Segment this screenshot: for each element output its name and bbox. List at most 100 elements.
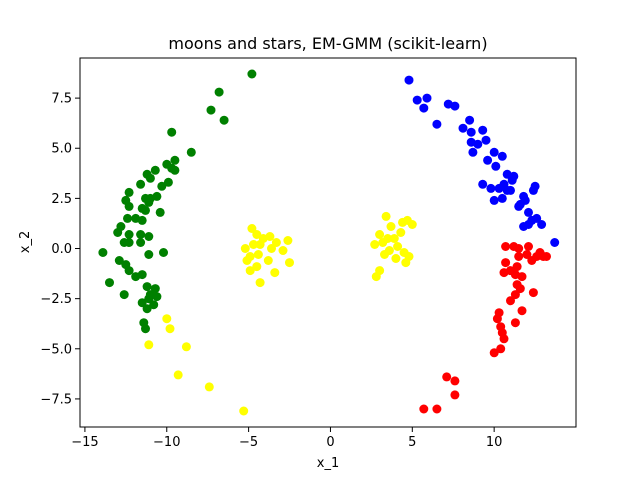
scatter-point-series-1 bbox=[149, 300, 159, 310]
scatter-point-series-2 bbox=[249, 240, 258, 249]
scatter-point-series-2 bbox=[255, 278, 265, 288]
scatter-point-series-4 bbox=[514, 244, 524, 253]
scatter-point-series-1 bbox=[214, 87, 224, 97]
scatter-point-series-3 bbox=[432, 119, 442, 129]
scatter-point-series-2 bbox=[252, 262, 262, 272]
y-tick-label: 7.5 bbox=[51, 92, 72, 107]
plot-area: −15 −10 −5 0 5 10 −7.5 −5.0 −2.5 0.0 2.5 5.0 7.5 bbox=[40, 57, 577, 450]
scatter-point-series-2 bbox=[370, 240, 380, 249]
scatter-point-series-1 bbox=[136, 179, 146, 189]
scatter-point-series-1 bbox=[219, 115, 229, 125]
scatter-point-series-2 bbox=[252, 230, 262, 239]
scatter-point-series-4 bbox=[432, 404, 442, 414]
scatter-point-series-1 bbox=[155, 207, 165, 217]
scatter-point-series-3 bbox=[478, 179, 488, 189]
scatter-point-series-1 bbox=[144, 232, 154, 241]
scatter-point-series-3 bbox=[458, 123, 468, 133]
scatter-point-series-1 bbox=[170, 155, 180, 165]
scatter-point-series-1 bbox=[124, 238, 134, 247]
scatter-point-series-2 bbox=[165, 324, 175, 334]
y-tick-label: 2.5 bbox=[51, 192, 72, 207]
scatter-point-series-3 bbox=[497, 151, 507, 161]
x-tick-label: −10 bbox=[153, 435, 180, 450]
scatter-point-series-4 bbox=[527, 256, 537, 265]
scatter-point-series-2 bbox=[270, 268, 280, 278]
scatter-point-series-2 bbox=[407, 220, 417, 229]
scatter-point-series-2 bbox=[389, 234, 399, 243]
scatter-point-series-4 bbox=[528, 288, 538, 298]
scatter-point-series-3 bbox=[550, 238, 560, 247]
scatter-point-series-4 bbox=[442, 372, 452, 382]
scatter-point-series-1 bbox=[144, 250, 154, 259]
scatter-point-series-4 bbox=[499, 334, 509, 344]
scatter-point-series-1 bbox=[98, 248, 108, 257]
scatter-point-series-3 bbox=[481, 135, 491, 145]
scatter-point-series-2 bbox=[255, 240, 265, 249]
scatter-point-series-1 bbox=[159, 248, 168, 257]
scatter-point-series-2 bbox=[265, 232, 275, 241]
scatter-point-series-1 bbox=[145, 173, 155, 183]
x-tick-label: −15 bbox=[71, 435, 98, 450]
y-tick-label: 0.0 bbox=[51, 242, 72, 257]
scatter-point-series-1 bbox=[136, 230, 146, 239]
scatter-point-series-4 bbox=[517, 306, 527, 316]
scatter-point-series-4 bbox=[510, 318, 520, 328]
scatter-point-series-1 bbox=[124, 266, 134, 276]
scatter-point-series-4 bbox=[501, 242, 511, 251]
scatter-point-series-1 bbox=[137, 270, 147, 280]
scatter-point-series-2 bbox=[263, 256, 273, 265]
scatter-point-series-1 bbox=[247, 69, 257, 79]
axes-frame bbox=[79, 57, 577, 428]
scatter-point-series-2 bbox=[240, 244, 250, 253]
scatter-point-series-4 bbox=[499, 268, 509, 278]
scatter-point-series-1 bbox=[137, 298, 147, 308]
scatter-point-series-3 bbox=[524, 207, 533, 217]
scatter-point-series-2 bbox=[242, 256, 252, 265]
scatter-point-series-3 bbox=[412, 95, 422, 105]
scatter-point-series-1 bbox=[124, 201, 134, 211]
scatter-point-series-3 bbox=[422, 93, 432, 103]
scatter-point-series-3 bbox=[497, 193, 507, 203]
scatter-point-series-3 bbox=[473, 139, 483, 149]
scatter-point-series-3 bbox=[489, 147, 499, 157]
scatter-point-series-2 bbox=[381, 211, 391, 221]
scatter-point-series-1 bbox=[186, 147, 196, 157]
scatter-point-series-2 bbox=[393, 242, 403, 251]
scatter-point-series-3 bbox=[478, 125, 488, 135]
scatter-point-series-3 bbox=[468, 147, 478, 157]
scatter-point-series-1 bbox=[142, 282, 152, 292]
scatter-point-series-3 bbox=[450, 101, 460, 111]
x-tick-label: 10 bbox=[486, 435, 503, 450]
scatter-point-series-2 bbox=[144, 340, 154, 350]
scatter-point-series-4 bbox=[524, 242, 533, 251]
scatter-point-series-1 bbox=[141, 324, 150, 334]
scatter-point-series-1 bbox=[124, 230, 134, 239]
scatter-point-series-2 bbox=[245, 266, 255, 276]
scatter-point-series-2 bbox=[181, 342, 191, 352]
scatter-point-series-1 bbox=[141, 205, 150, 215]
scatter-point-series-1 bbox=[144, 294, 154, 304]
scatter-point-series-1 bbox=[167, 127, 177, 137]
scatter-point-series-4 bbox=[489, 348, 499, 358]
scatter-point-series-2 bbox=[239, 406, 249, 416]
scatter-point-series-3 bbox=[466, 127, 476, 137]
scatter-point-series-3 bbox=[537, 220, 547, 229]
scatter-point-series-2 bbox=[162, 314, 172, 324]
scatter-point-series-2 bbox=[253, 250, 263, 259]
scatter-point-series-1 bbox=[150, 165, 160, 175]
scatter-point-series-4 bbox=[506, 296, 515, 306]
scatter-point-series-2 bbox=[247, 224, 257, 233]
scatter-point-series-4 bbox=[501, 258, 511, 268]
scatter-point-series-4 bbox=[510, 290, 520, 300]
scatter-point-series-1 bbox=[137, 215, 147, 225]
scatter-point-series-4 bbox=[514, 252, 524, 261]
scatter-point-series-3 bbox=[486, 183, 496, 193]
scatter-point-series-4 bbox=[517, 272, 527, 282]
y-tick-label: 5.0 bbox=[51, 142, 72, 157]
scatter-point-series-1 bbox=[136, 238, 146, 247]
scatter-point-series-4 bbox=[419, 404, 429, 414]
scatter-point-series-2 bbox=[375, 230, 385, 239]
scatter-point-series-3 bbox=[491, 161, 501, 171]
scatter-point-series-3 bbox=[494, 183, 504, 193]
